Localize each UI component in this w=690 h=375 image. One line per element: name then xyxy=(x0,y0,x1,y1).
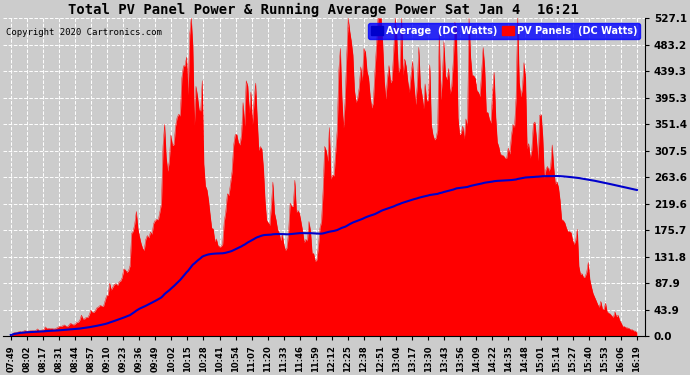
Legend: Average  (DC Watts), PV Panels  (DC Watts): Average (DC Watts), PV Panels (DC Watts) xyxy=(368,23,640,39)
Text: Copyright 2020 Cartronics.com: Copyright 2020 Cartronics.com xyxy=(6,28,162,37)
Title: Total PV Panel Power & Running Average Power Sat Jan 4  16:21: Total PV Panel Power & Running Average P… xyxy=(68,3,580,17)
